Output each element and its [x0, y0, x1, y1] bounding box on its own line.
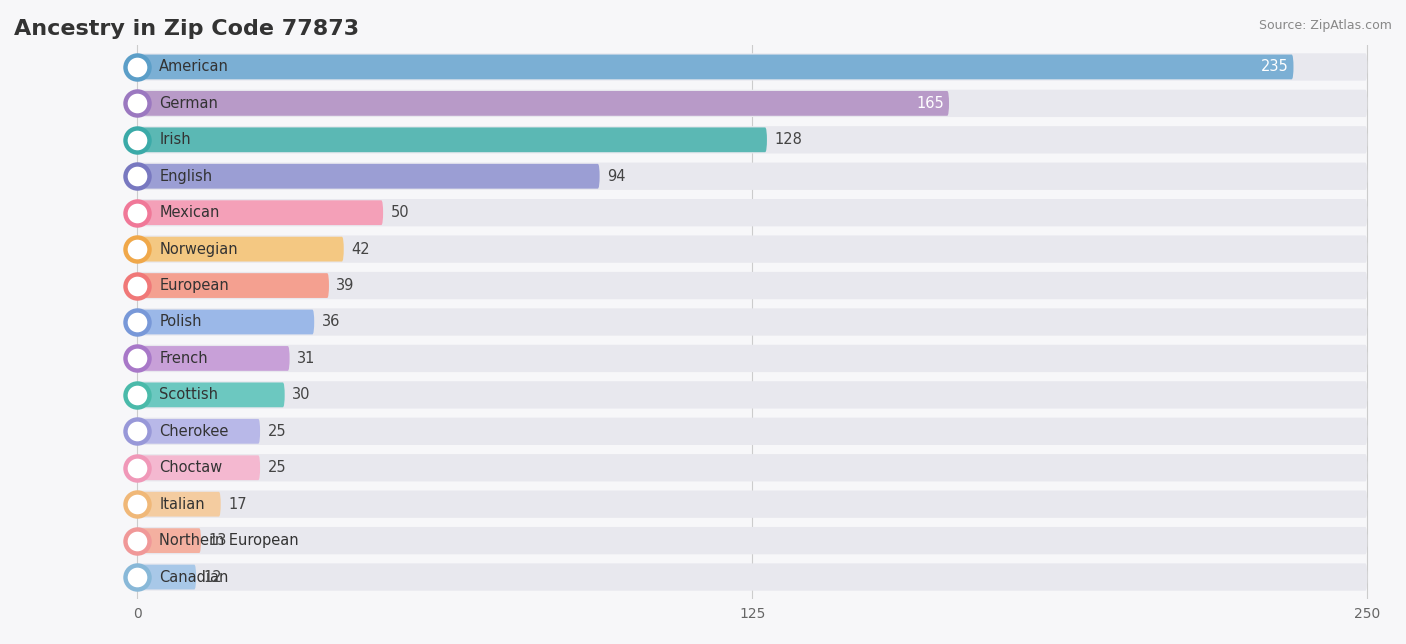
Point: [127, 135, 149, 145]
Point: [127, 62, 149, 72]
FancyBboxPatch shape: [138, 454, 1367, 482]
Text: 36: 36: [322, 314, 340, 330]
Text: 13: 13: [208, 533, 226, 548]
Point: [127, 390, 149, 400]
Point: [127, 462, 149, 473]
Point: [127, 135, 149, 145]
FancyBboxPatch shape: [138, 345, 1367, 372]
FancyBboxPatch shape: [138, 200, 382, 225]
Point: [127, 317, 149, 327]
Point: [127, 99, 149, 109]
Point: [127, 62, 149, 72]
FancyBboxPatch shape: [138, 164, 599, 189]
FancyBboxPatch shape: [138, 492, 221, 516]
FancyBboxPatch shape: [138, 418, 1367, 445]
FancyBboxPatch shape: [138, 199, 1367, 226]
Point: [127, 207, 149, 218]
Text: American: American: [159, 59, 229, 75]
Text: Mexican: Mexican: [159, 205, 219, 220]
Text: Italian: Italian: [159, 497, 205, 512]
FancyBboxPatch shape: [138, 346, 290, 371]
FancyBboxPatch shape: [138, 383, 285, 407]
FancyBboxPatch shape: [138, 564, 1367, 591]
Text: French: French: [159, 351, 208, 366]
FancyBboxPatch shape: [138, 55, 1294, 79]
FancyBboxPatch shape: [138, 236, 1367, 263]
FancyBboxPatch shape: [138, 272, 1367, 299]
FancyBboxPatch shape: [138, 128, 768, 152]
FancyBboxPatch shape: [138, 565, 197, 589]
Text: 94: 94: [607, 169, 626, 184]
Text: Source: ZipAtlas.com: Source: ZipAtlas.com: [1258, 19, 1392, 32]
FancyBboxPatch shape: [138, 491, 1367, 518]
Point: [127, 390, 149, 400]
Text: Irish: Irish: [159, 132, 191, 147]
FancyBboxPatch shape: [138, 381, 1367, 408]
FancyBboxPatch shape: [138, 310, 315, 334]
Text: 30: 30: [292, 388, 311, 402]
Text: 17: 17: [228, 497, 246, 512]
Point: [127, 572, 149, 582]
Text: 39: 39: [336, 278, 354, 293]
FancyBboxPatch shape: [138, 455, 260, 480]
Text: Northern European: Northern European: [159, 533, 299, 548]
Point: [127, 535, 149, 545]
Text: German: German: [159, 96, 218, 111]
Text: 12: 12: [204, 569, 222, 585]
Point: [127, 207, 149, 218]
Point: [127, 280, 149, 290]
Text: 25: 25: [267, 424, 285, 439]
Point: [127, 317, 149, 327]
Text: Norwegian: Norwegian: [159, 242, 238, 256]
Point: [127, 171, 149, 182]
Point: [127, 499, 149, 509]
Point: [127, 572, 149, 582]
FancyBboxPatch shape: [138, 273, 329, 298]
FancyBboxPatch shape: [138, 419, 260, 444]
Text: 235: 235: [1261, 59, 1289, 75]
Point: [127, 171, 149, 182]
Point: [127, 535, 149, 545]
Text: Canadian: Canadian: [159, 569, 229, 585]
Text: European: European: [159, 278, 229, 293]
FancyBboxPatch shape: [138, 90, 1367, 117]
Text: 50: 50: [391, 205, 409, 220]
FancyBboxPatch shape: [138, 162, 1367, 190]
FancyBboxPatch shape: [138, 528, 201, 553]
Point: [127, 354, 149, 364]
Point: [127, 354, 149, 364]
FancyBboxPatch shape: [138, 308, 1367, 336]
Text: 42: 42: [352, 242, 370, 256]
Text: Cherokee: Cherokee: [159, 424, 229, 439]
FancyBboxPatch shape: [138, 237, 344, 261]
Text: 31: 31: [297, 351, 315, 366]
Point: [127, 244, 149, 254]
Text: Scottish: Scottish: [159, 388, 218, 402]
Text: Ancestry in Zip Code 77873: Ancestry in Zip Code 77873: [14, 19, 359, 39]
Point: [127, 244, 149, 254]
Point: [127, 280, 149, 290]
FancyBboxPatch shape: [138, 126, 1367, 153]
Point: [127, 499, 149, 509]
Text: English: English: [159, 169, 212, 184]
Point: [127, 426, 149, 437]
Point: [127, 426, 149, 437]
Text: 25: 25: [267, 460, 285, 475]
Text: 165: 165: [917, 96, 945, 111]
Point: [127, 462, 149, 473]
FancyBboxPatch shape: [138, 527, 1367, 554]
Point: [127, 99, 149, 109]
Text: Choctaw: Choctaw: [159, 460, 222, 475]
Text: Polish: Polish: [159, 314, 201, 330]
FancyBboxPatch shape: [138, 91, 949, 116]
FancyBboxPatch shape: [138, 53, 1367, 80]
Text: 128: 128: [775, 132, 803, 147]
